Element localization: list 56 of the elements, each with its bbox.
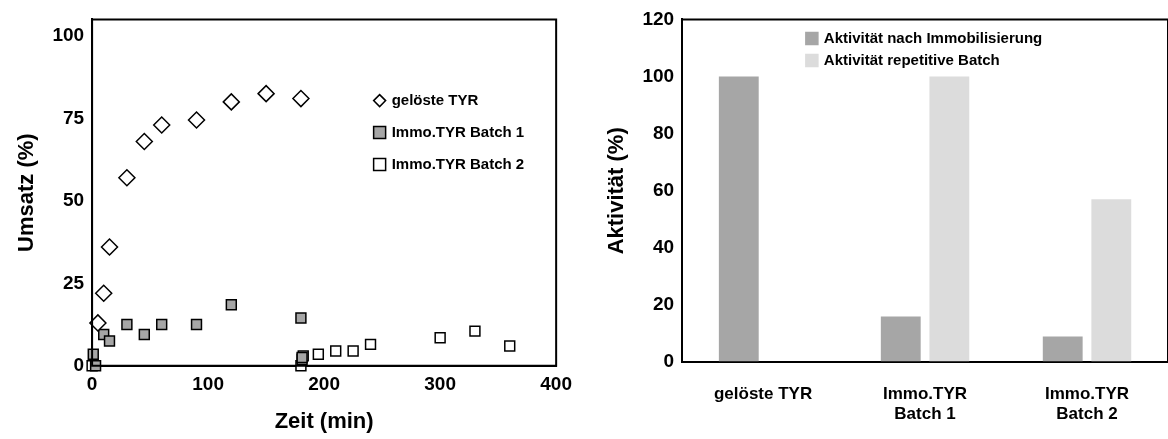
point (347, 345, 359, 357)
y-tick-label: 0 (73, 354, 85, 376)
point (364, 338, 377, 351)
bar (1042, 336, 1083, 362)
y-tick-label: 80 (652, 121, 675, 143)
bar (929, 76, 970, 362)
y-axis-title: Umsatz (%) (13, 133, 39, 252)
point (94, 284, 113, 302)
point (434, 332, 446, 344)
x-tick-label: 400 (540, 373, 572, 395)
point (312, 348, 325, 360)
legend-label: Aktivität nach Immobilisierung (823, 28, 1043, 46)
legend-label: Immo.TYR Batch 1 (391, 122, 525, 140)
y-tick-label: 100 (642, 64, 675, 86)
point (190, 318, 203, 331)
x-axis-title: Zeit (min) (274, 407, 374, 433)
legend-label: Aktivität repetitive Batch (823, 50, 1000, 68)
x-tick-label: Immo.TYR Batch 1 (883, 384, 968, 424)
point (504, 340, 516, 352)
y-tick-label: 120 (642, 7, 675, 29)
point (135, 132, 154, 151)
point (469, 325, 481, 337)
x-tick-label: Immo.TYR Batch 2 (1044, 384, 1130, 424)
point (330, 345, 342, 357)
bar (1091, 199, 1132, 362)
y-tick-label: 75 (62, 106, 85, 128)
point (292, 89, 310, 108)
legend-label: Immo.TYR Batch 2 (391, 154, 525, 172)
point (156, 318, 168, 331)
point (152, 116, 171, 134)
y-tick-label: 60 (652, 179, 675, 201)
x-tick-label: 100 (192, 373, 224, 395)
point (225, 299, 238, 311)
x-tick-label: gelöste TYR (713, 384, 813, 404)
x-tick-label: 300 (424, 373, 456, 395)
y-tick-label: 40 (652, 236, 675, 258)
point (103, 335, 116, 347)
point (118, 169, 136, 187)
legend-label: gelöste TYR (391, 90, 479, 108)
point (121, 318, 133, 331)
y-tick-label: 0 (663, 350, 675, 372)
point (100, 238, 119, 256)
point (138, 328, 151, 341)
y-tick-label: 50 (62, 189, 85, 211)
y-tick-label: 25 (62, 271, 85, 293)
point (187, 111, 206, 129)
point (257, 84, 275, 103)
y-tick-label: 20 (652, 293, 675, 315)
bar (880, 316, 921, 362)
point (295, 312, 307, 324)
y-tick-label: 100 (52, 24, 85, 46)
point (89, 314, 107, 332)
bar (718, 76, 759, 362)
y-axis-title: Aktivität (%) (603, 127, 629, 255)
x-tick-label: 200 (308, 373, 340, 395)
point (222, 93, 241, 111)
